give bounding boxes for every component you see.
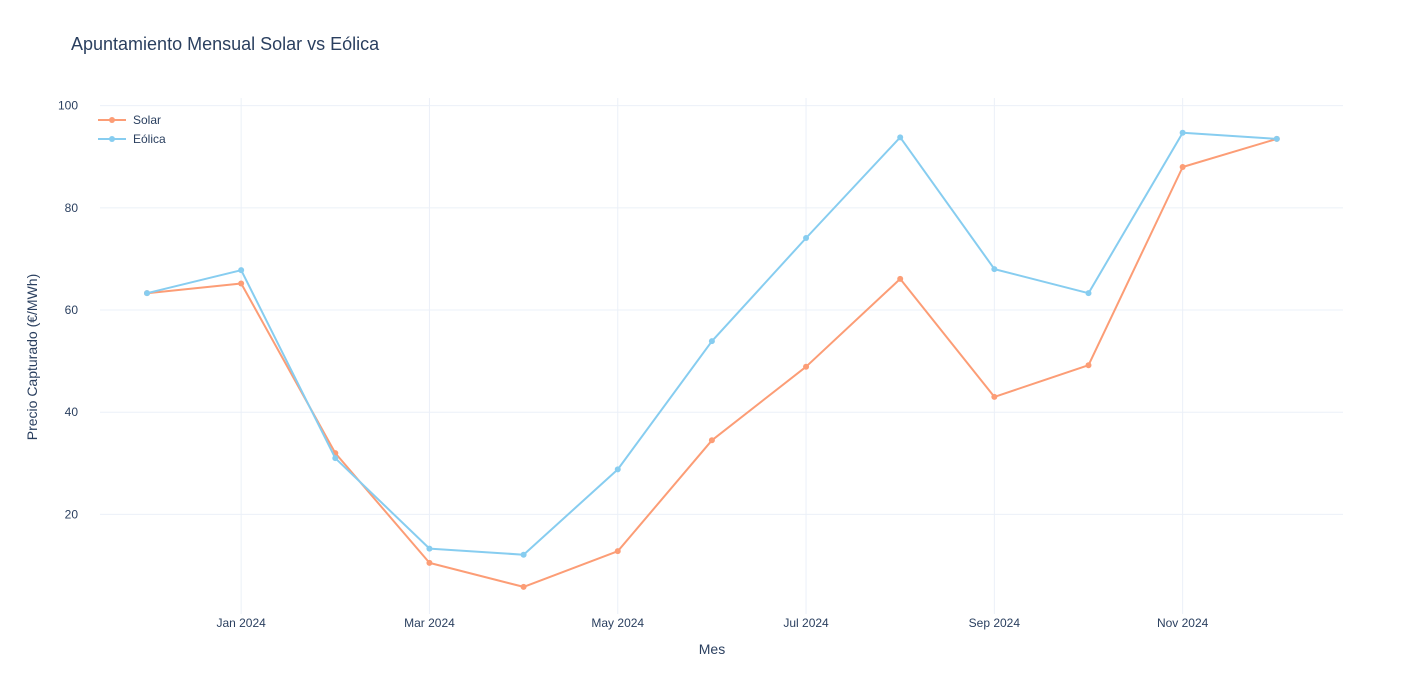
data-point-eolica[interactable] xyxy=(426,545,433,552)
axis-layer: 20 40 60 80 100 Jan 2024 Mar 2024 May 2024 Jul 2… xyxy=(58,99,1209,630)
data-point-solar[interactable] xyxy=(1085,362,1092,369)
x-tick-label: Jan 2024 xyxy=(216,616,266,630)
y-tick-label: 60 xyxy=(65,303,79,317)
data-point-eolica[interactable] xyxy=(1273,135,1280,142)
series-eolica xyxy=(144,129,1280,558)
grid-layer xyxy=(100,98,1343,614)
data-point-eolica[interactable] xyxy=(520,551,527,558)
data-point-solar[interactable] xyxy=(614,548,621,555)
series-solar xyxy=(144,135,1280,590)
data-point-solar[interactable] xyxy=(803,363,810,370)
data-point-solar[interactable] xyxy=(708,437,715,444)
data-point-eolica[interactable] xyxy=(1085,290,1092,297)
legend-label: Eólica xyxy=(133,132,166,146)
data-point-eolica[interactable] xyxy=(803,234,810,241)
y-tick-label: 80 xyxy=(65,201,79,215)
data-point-solar[interactable] xyxy=(1179,163,1186,170)
data-point-eolica[interactable] xyxy=(1179,129,1186,136)
data-point-solar[interactable] xyxy=(991,393,998,400)
x-tick-label: Mar 2024 xyxy=(404,616,455,630)
data-point-eolica[interactable] xyxy=(614,466,621,473)
x-axis-title: Mes xyxy=(699,641,725,657)
data-point-solar[interactable] xyxy=(520,583,527,590)
chart-title: Apuntamiento Mensual Solar vs Eólica xyxy=(71,34,380,54)
y-tick-label: 100 xyxy=(58,99,78,113)
data-point-eolica[interactable] xyxy=(144,290,150,297)
data-point-eolica[interactable] xyxy=(991,266,998,273)
x-tick-label: Nov 2024 xyxy=(1157,616,1209,630)
data-point-eolica[interactable] xyxy=(897,134,904,141)
series-layer xyxy=(144,129,1280,590)
x-tick-label: Sep 2024 xyxy=(969,616,1021,630)
series-line-solar xyxy=(146,137,1278,588)
legend-marker xyxy=(109,117,115,123)
y-tick-label: 20 xyxy=(65,507,79,521)
x-tick-label: May 2024 xyxy=(591,616,644,630)
data-point-solar[interactable] xyxy=(897,275,904,282)
data-point-eolica[interactable] xyxy=(238,267,245,274)
legend-label: Solar xyxy=(133,113,161,127)
legend[interactable]: Solar Eólica xyxy=(98,113,166,146)
data-point-eolica[interactable] xyxy=(708,338,715,345)
legend-item-solar[interactable]: Solar xyxy=(98,113,161,127)
data-point-eolica[interactable] xyxy=(332,455,339,462)
y-axis-title: Precio Capturado (€/MWh) xyxy=(24,274,40,441)
data-point-solar[interactable] xyxy=(238,280,245,287)
x-tick-label: Jul 2024 xyxy=(783,616,829,630)
legend-item-eolica[interactable]: Eólica xyxy=(98,132,166,146)
data-point-solar[interactable] xyxy=(426,559,433,566)
y-tick-label: 40 xyxy=(65,405,79,419)
legend-marker xyxy=(109,136,115,142)
